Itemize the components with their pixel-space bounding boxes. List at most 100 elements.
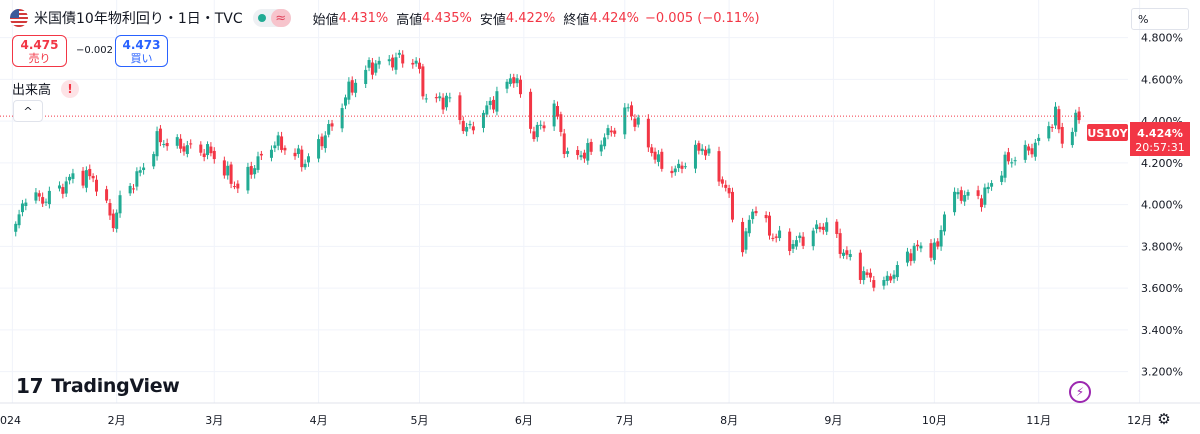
candle-body [280, 136, 284, 150]
candle-body [532, 131, 536, 140]
candle-body [320, 136, 324, 147]
candle-body [1047, 126, 1051, 139]
candle-body [115, 212, 119, 229]
candle-body [1030, 148, 1034, 155]
y-tick-label: 3.600% [1141, 282, 1183, 295]
candle-body [764, 215, 768, 219]
candle-body [539, 124, 543, 126]
candle-body [438, 96, 442, 99]
candle-body [162, 144, 166, 146]
candle-body [979, 198, 983, 208]
x-tick-label: 4月 [310, 414, 328, 427]
candle-body [599, 144, 603, 152]
volume-indicator[interactable]: 出来高 ! [12, 79, 80, 98]
candle-body [683, 166, 687, 168]
tradingview-logo[interactable]: 17 TradingView [16, 374, 180, 398]
candle-body [909, 253, 913, 262]
candle-body [421, 66, 425, 97]
symbol-title[interactable]: 米国債10年物利回り・1日・TVC [34, 11, 243, 27]
candle-body [206, 144, 210, 156]
candle-body [885, 275, 889, 281]
candle-body [912, 245, 916, 261]
candle-body [1000, 175, 1004, 182]
candle-body [485, 105, 489, 115]
candle-body [37, 193, 41, 197]
candle-body [1070, 131, 1074, 146]
candle-body [1074, 112, 1078, 132]
candle-body [256, 156, 260, 170]
candle-body [566, 151, 570, 154]
candle-body [697, 143, 701, 151]
candle-body [562, 133, 566, 155]
candle-body [88, 168, 92, 177]
candle-body [424, 98, 428, 100]
price-axis[interactable]: 4.800%4.600%4.400%4.200%4.000%3.800%3.60… [1141, 32, 1183, 379]
candle-body [942, 214, 946, 232]
candle-body [508, 78, 512, 84]
time-axis[interactable]: 024 2月 3月 4月 5月 6月 7月 8月 9月 10月 11月 12月 [0, 414, 1152, 427]
candle-body [414, 60, 418, 64]
y-tick-label: 4.800% [1141, 32, 1183, 45]
candle-body [959, 190, 963, 201]
candle-body [771, 237, 775, 239]
x-tick-label: 11月 [1026, 414, 1051, 427]
lightning-icon[interactable]: ⚡ [1069, 381, 1091, 403]
collapse-indicators-button[interactable]: ^ [13, 100, 43, 122]
candle-body [707, 148, 711, 154]
candle-body [340, 108, 344, 129]
candle-body [767, 215, 771, 236]
candle-body [794, 240, 798, 247]
high-label: 高値 [396, 12, 423, 28]
warning-icon[interactable]: ! [61, 79, 80, 98]
symbol-label-text: US10Y [1087, 127, 1128, 140]
candle-body [673, 168, 677, 173]
candle-body [394, 57, 398, 70]
countdown-text: 20:57:31 [1135, 141, 1184, 154]
candle-body [626, 107, 630, 109]
candle-body [919, 245, 923, 249]
candle-body [858, 252, 862, 280]
percent-toggle[interactable]: % [1131, 8, 1189, 30]
candle-body [249, 166, 253, 175]
candle-body [529, 91, 533, 129]
candle-body [165, 142, 169, 147]
low-label: 安値 [479, 12, 506, 28]
candle-body [518, 79, 522, 95]
candle-body [495, 91, 499, 112]
candle-body [630, 105, 634, 117]
candle-body [461, 120, 465, 132]
candle-body [158, 128, 162, 143]
candle-body [1027, 146, 1031, 151]
candle-body [111, 213, 115, 229]
close-value: 4.424% [589, 10, 640, 26]
y-tick-label: 4.200% [1141, 157, 1183, 170]
us-flag-icon [10, 9, 28, 27]
candle-body [14, 223, 18, 232]
candle-body [209, 146, 213, 154]
candle-body [44, 201, 48, 203]
last-price-label: 4.424% 20:57:31 [1130, 122, 1190, 156]
market-status-pill[interactable]: ≈ [252, 9, 291, 27]
candle-body [391, 57, 395, 68]
candle-body [354, 82, 358, 93]
buy-button[interactable]: 4.473 買い [115, 35, 168, 67]
candle-body [747, 219, 751, 234]
sell-button[interactable]: 4.475 売り [12, 35, 67, 67]
candle-body [105, 189, 109, 201]
candle-body [1033, 142, 1037, 157]
candle-body [199, 144, 203, 153]
candle-body [17, 214, 21, 226]
candle-body [932, 242, 936, 260]
candle-body [1050, 126, 1054, 128]
candle-body [720, 179, 724, 184]
candle-body [34, 192, 38, 201]
x-tick-label: 10月 [922, 414, 947, 427]
buy-price: 4.473 [122, 38, 161, 52]
candle-body [317, 139, 321, 159]
candle-body [788, 231, 792, 251]
candle-body [603, 137, 607, 147]
candle-body [57, 185, 61, 189]
gear-icon[interactable]: ⚙ [1157, 410, 1171, 428]
candle-body [185, 145, 189, 155]
